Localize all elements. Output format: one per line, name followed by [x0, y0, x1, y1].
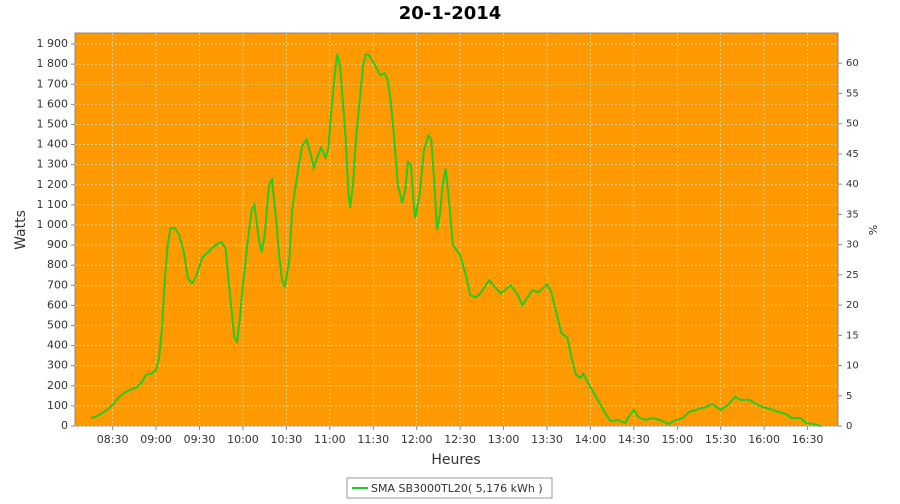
- y-tick-label: 600: [47, 298, 68, 311]
- y2-tick-label: 5: [846, 391, 852, 402]
- x-tick-label: 08:30: [97, 433, 129, 446]
- x-tick-label: 09:30: [184, 433, 216, 446]
- x-tick-label: 11:00: [314, 433, 346, 446]
- y-tick-label: 0: [61, 419, 68, 432]
- y-tick-label: 1 900: [37, 37, 69, 50]
- chart-title: 20-1-2014: [399, 3, 502, 24]
- y2-tick-label: 30: [846, 240, 859, 251]
- y-tick-label: 1 700: [37, 77, 69, 90]
- y2-tick-label: 60: [846, 58, 859, 69]
- x-tick-label: 10:30: [271, 433, 303, 446]
- y-tick-label: 900: [47, 238, 68, 251]
- y-tick-label: 1 600: [37, 97, 69, 110]
- y-tick-label: 1 400: [37, 138, 69, 151]
- y-tick-label: 200: [47, 379, 68, 392]
- y-tick-label: 1 500: [37, 117, 69, 130]
- y2-tick-label: 55: [846, 88, 859, 99]
- plot-area: [74, 32, 839, 427]
- x-tick-label: 14:30: [618, 433, 650, 446]
- y-tick-label: 1 300: [37, 158, 69, 171]
- y-tick-label: 500: [47, 318, 68, 331]
- data-line: [90, 52, 821, 427]
- y2-axis-label: %: [866, 225, 879, 235]
- y-tick-label: 100: [47, 399, 68, 412]
- y2-tick-label: 35: [846, 209, 859, 220]
- x-tick-label: 12:30: [444, 433, 476, 446]
- y-tick-label: 800: [47, 258, 68, 271]
- y-tick-label: 400: [47, 339, 68, 352]
- y-tick-label: 300: [47, 359, 68, 372]
- x-tick-label: 16:00: [748, 433, 780, 446]
- x-tick-label: 13:30: [531, 433, 563, 446]
- y2-tick-label: 25: [846, 270, 859, 281]
- y2-tick-label: 40: [846, 179, 859, 190]
- x-tick-label: 15:30: [705, 433, 737, 446]
- x-tick-label: 16:30: [792, 433, 824, 446]
- y-tick-label: 1 800: [37, 57, 69, 70]
- legend-label: SMA SB3000TL20( 5,176 kWh ): [371, 482, 543, 495]
- x-tick-label: 13:00: [488, 433, 520, 446]
- y-tick-label: 1 100: [37, 198, 69, 211]
- x-tick-label: 14:00: [575, 433, 607, 446]
- y2-tick-label: 0: [846, 421, 852, 432]
- x-tick-label: 15:00: [661, 433, 693, 446]
- y-tick-label: 1 200: [37, 178, 69, 191]
- x-tick-label: 11:30: [357, 433, 389, 446]
- x-tick-label: 09:00: [140, 433, 172, 446]
- y2-tick-label: 50: [846, 119, 859, 130]
- y2-tick-label: 20: [846, 300, 859, 311]
- y2-tick-label: 15: [846, 330, 859, 341]
- legend-box: [346, 477, 553, 499]
- y-tick-label: 1 000: [37, 218, 69, 231]
- y2-tick-label: 10: [846, 361, 859, 372]
- x-tick-label: 12:00: [401, 433, 433, 446]
- y2-tick-label: 45: [846, 149, 859, 160]
- x-tick-label: 10:00: [227, 433, 259, 446]
- x-axis-label: Heures: [431, 452, 480, 468]
- y-axis-label: Watts: [13, 210, 29, 250]
- y-tick-label: 700: [47, 278, 68, 291]
